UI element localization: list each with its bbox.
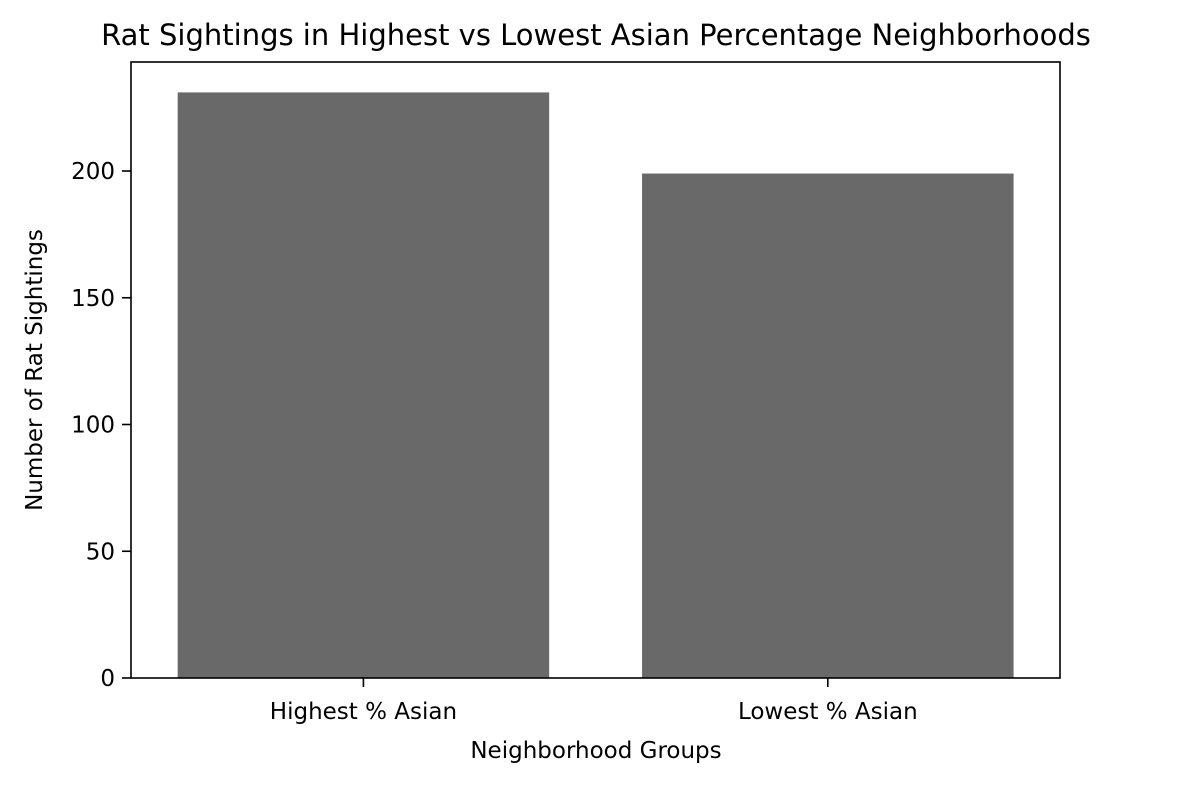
y-tick-label: 50	[86, 539, 115, 565]
y-tick-label: 150	[71, 286, 115, 312]
x-axis-ticks: Highest % Asian Lowest % Asian	[270, 678, 918, 725]
bar-1	[177, 92, 550, 679]
bar-2	[642, 173, 1014, 678]
x-axis-label: Neighborhood Groups	[470, 738, 721, 764]
y-tick-label: 100	[71, 413, 115, 439]
bars-layer	[177, 92, 1014, 679]
y-tick-label: 0	[100, 666, 115, 692]
chart-title: Rat Sightings in Highest vs Lowest Asian…	[101, 18, 1091, 52]
y-tick-label: 200	[71, 159, 115, 185]
y-axis-ticks: 0 50 100 150 200	[71, 159, 131, 692]
plot-frame	[130, 61, 1061, 679]
y-axis-label: Number of Rat Sightings	[22, 229, 48, 511]
x-tick-label: Lowest % Asian	[738, 699, 918, 725]
x-tick-label: Highest % Asian	[270, 699, 457, 725]
